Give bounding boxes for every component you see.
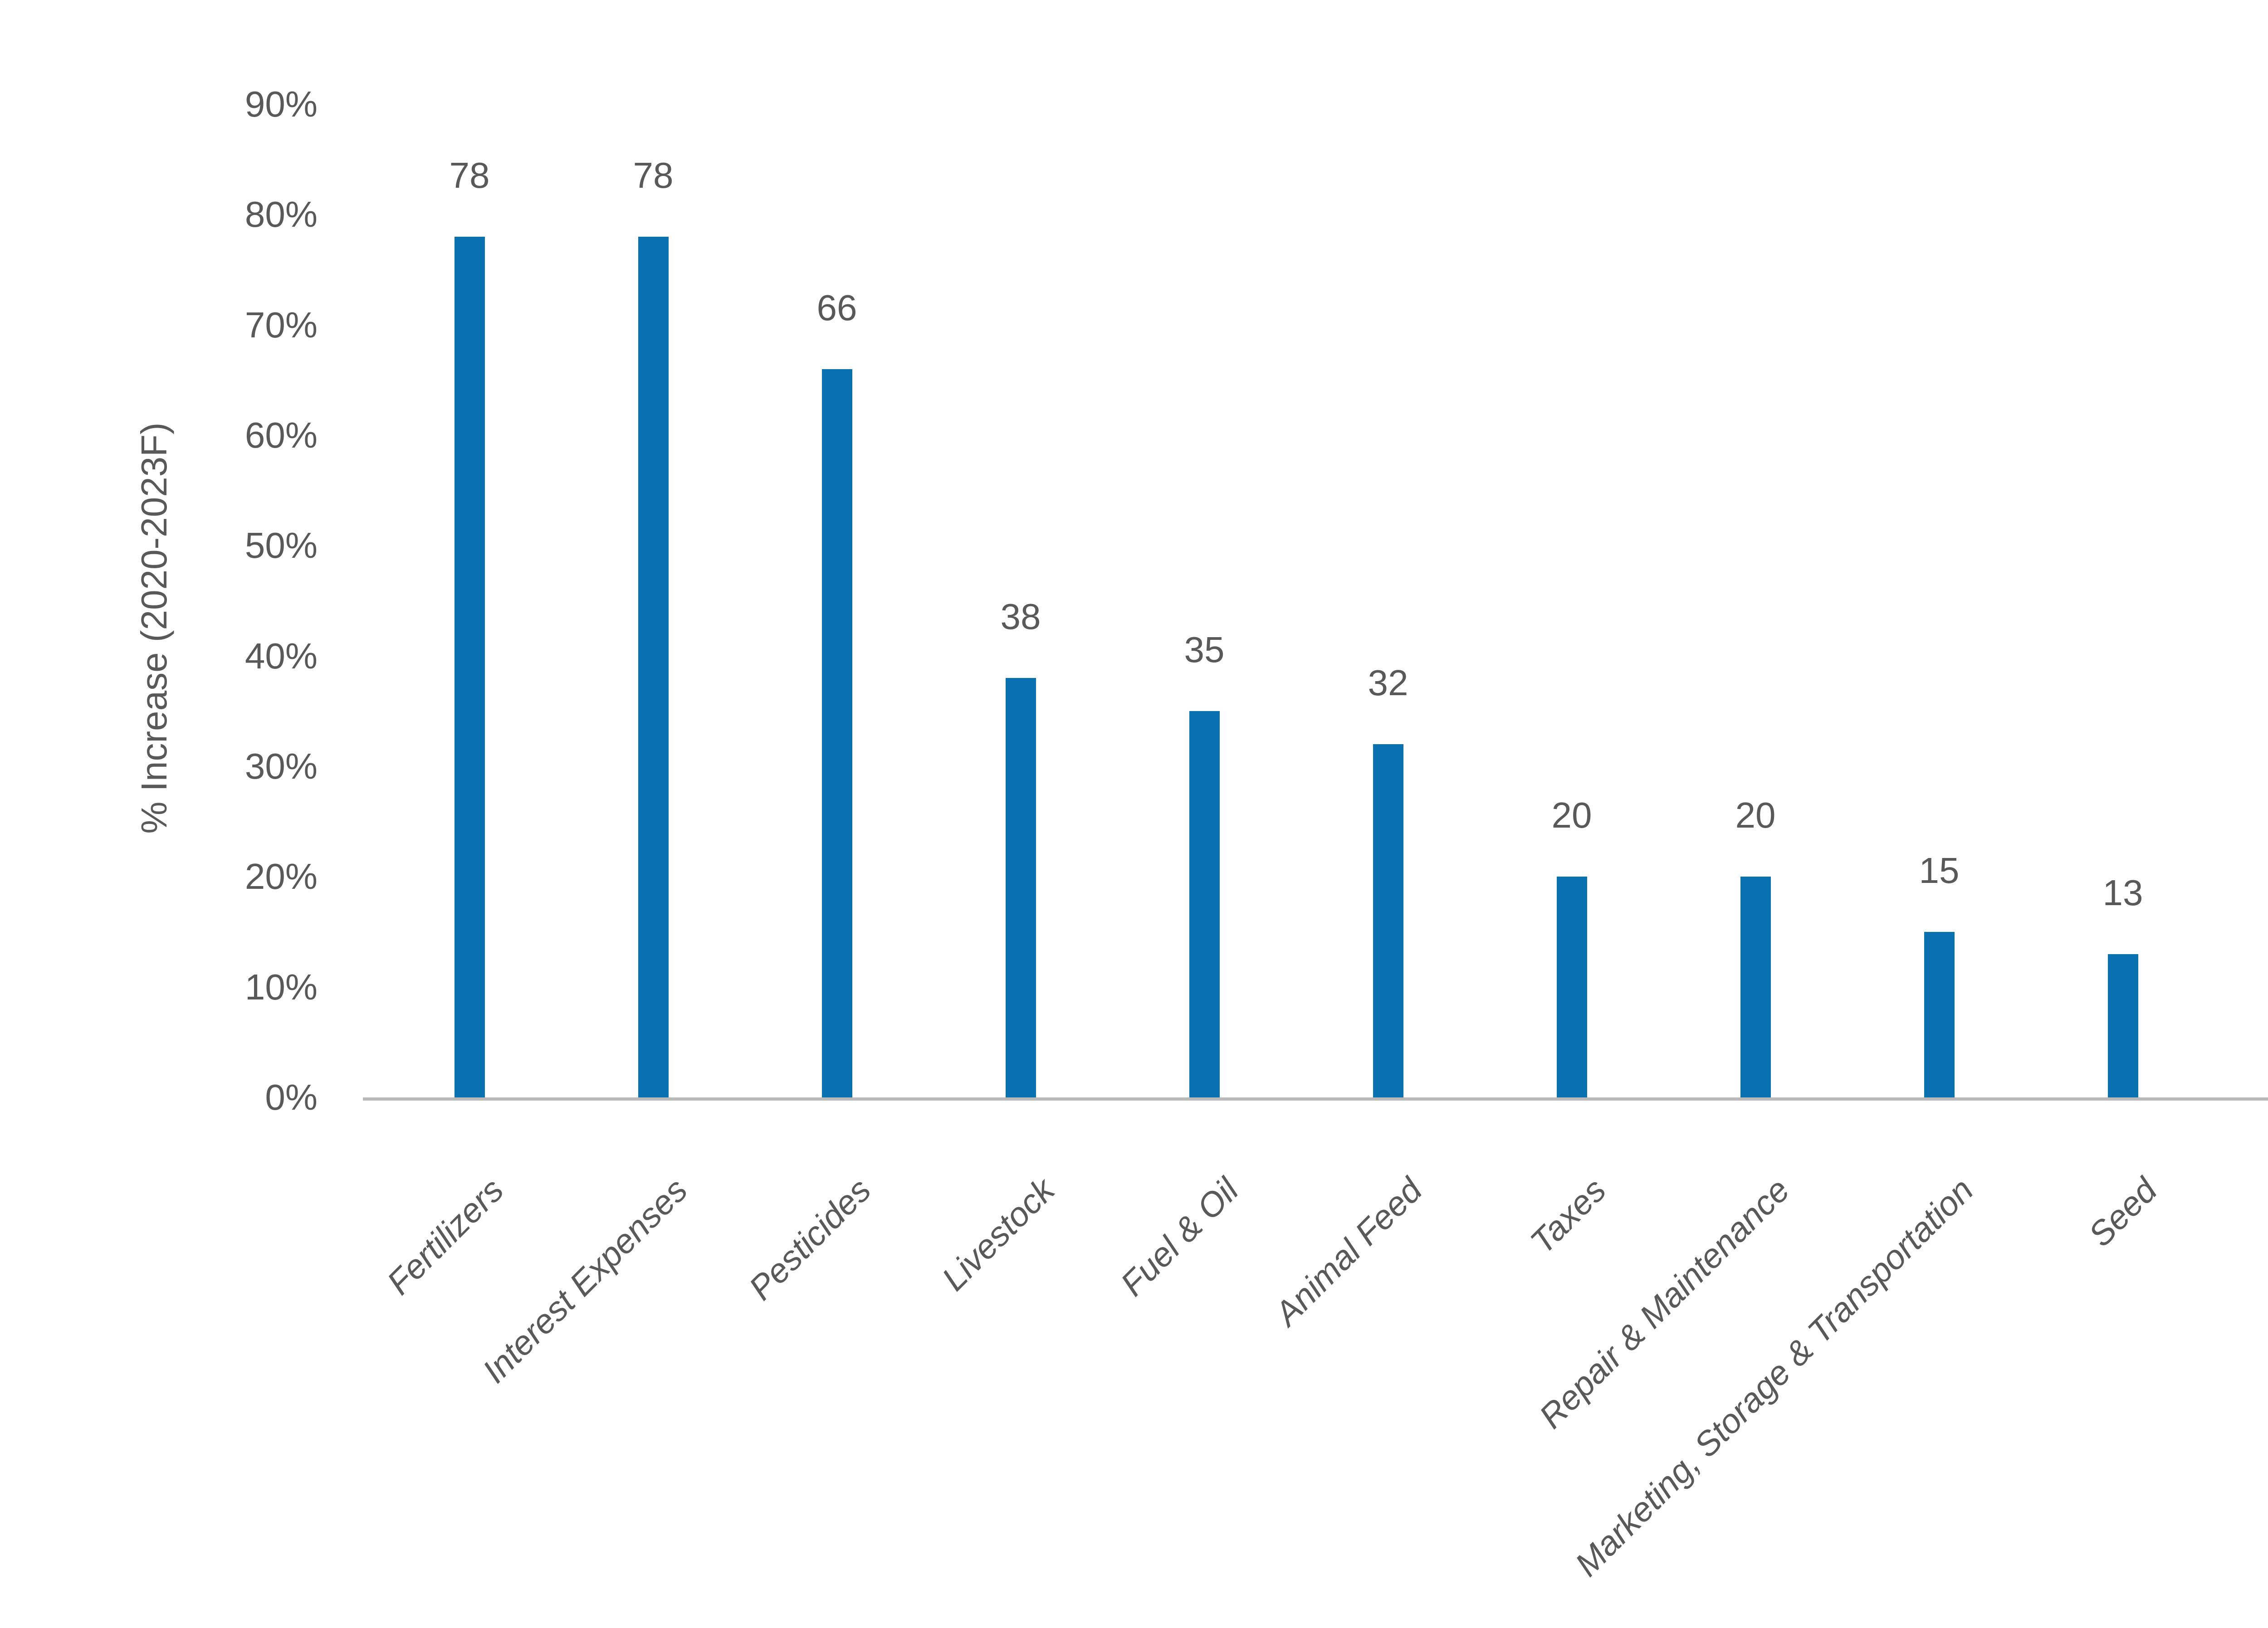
y-tick-label: 80%: [244, 194, 318, 235]
bar: [822, 369, 852, 1097]
y-tick-label: 50%: [244, 525, 318, 566]
value-label: 66: [816, 288, 857, 328]
y-tick-label: 40%: [244, 635, 318, 676]
y-tick-label: 30%: [244, 746, 318, 786]
category-label: Fertilizers: [379, 1170, 511, 1302]
value-label: 15: [1919, 850, 1960, 891]
value-label: 38: [1000, 596, 1041, 637]
category-label: Seed: [2081, 1170, 2164, 1254]
y-tick-label: 60%: [244, 415, 318, 455]
value-label: 20: [1551, 795, 1592, 835]
value-label: 78: [449, 155, 490, 195]
y-tick-label: 20%: [244, 856, 318, 897]
value-label: 35: [1184, 629, 1225, 670]
x-axis-line: [363, 1097, 2268, 1101]
bar: [1189, 711, 1220, 1097]
y-tick-label: 70%: [244, 304, 318, 345]
category-label: Labor: [2259, 1170, 2268, 1259]
bar: [1557, 877, 1587, 1097]
category-label: Marketing, Storage & Transportation: [1567, 1170, 1980, 1584]
bar: [2108, 954, 2138, 1097]
bar: [1924, 932, 1955, 1097]
bar: [455, 237, 485, 1097]
bar: [1006, 678, 1036, 1097]
value-label: 78: [633, 155, 674, 195]
value-label: 12: [2216, 886, 2268, 922]
y-tick-label: 0%: [265, 1077, 318, 1117]
category-label: Livestock: [934, 1170, 1062, 1298]
bar: [638, 237, 669, 1097]
category-label: Interest Expenses: [474, 1170, 694, 1390]
value-label: 20: [1735, 795, 1776, 835]
bar: [1740, 877, 1771, 1097]
y-tick-label: 10%: [244, 966, 318, 1007]
category-label: Fuel & Oil: [1113, 1170, 1246, 1303]
category-label: Taxes: [1522, 1170, 1613, 1261]
value-label: 13: [2102, 872, 2143, 913]
category-label: Pesticides: [741, 1170, 878, 1307]
bar: [1373, 744, 1403, 1097]
value-label: 32: [1368, 663, 1408, 703]
y-tick-label: 90%: [244, 84, 318, 124]
category-label: Animal Feed: [1267, 1170, 1429, 1333]
